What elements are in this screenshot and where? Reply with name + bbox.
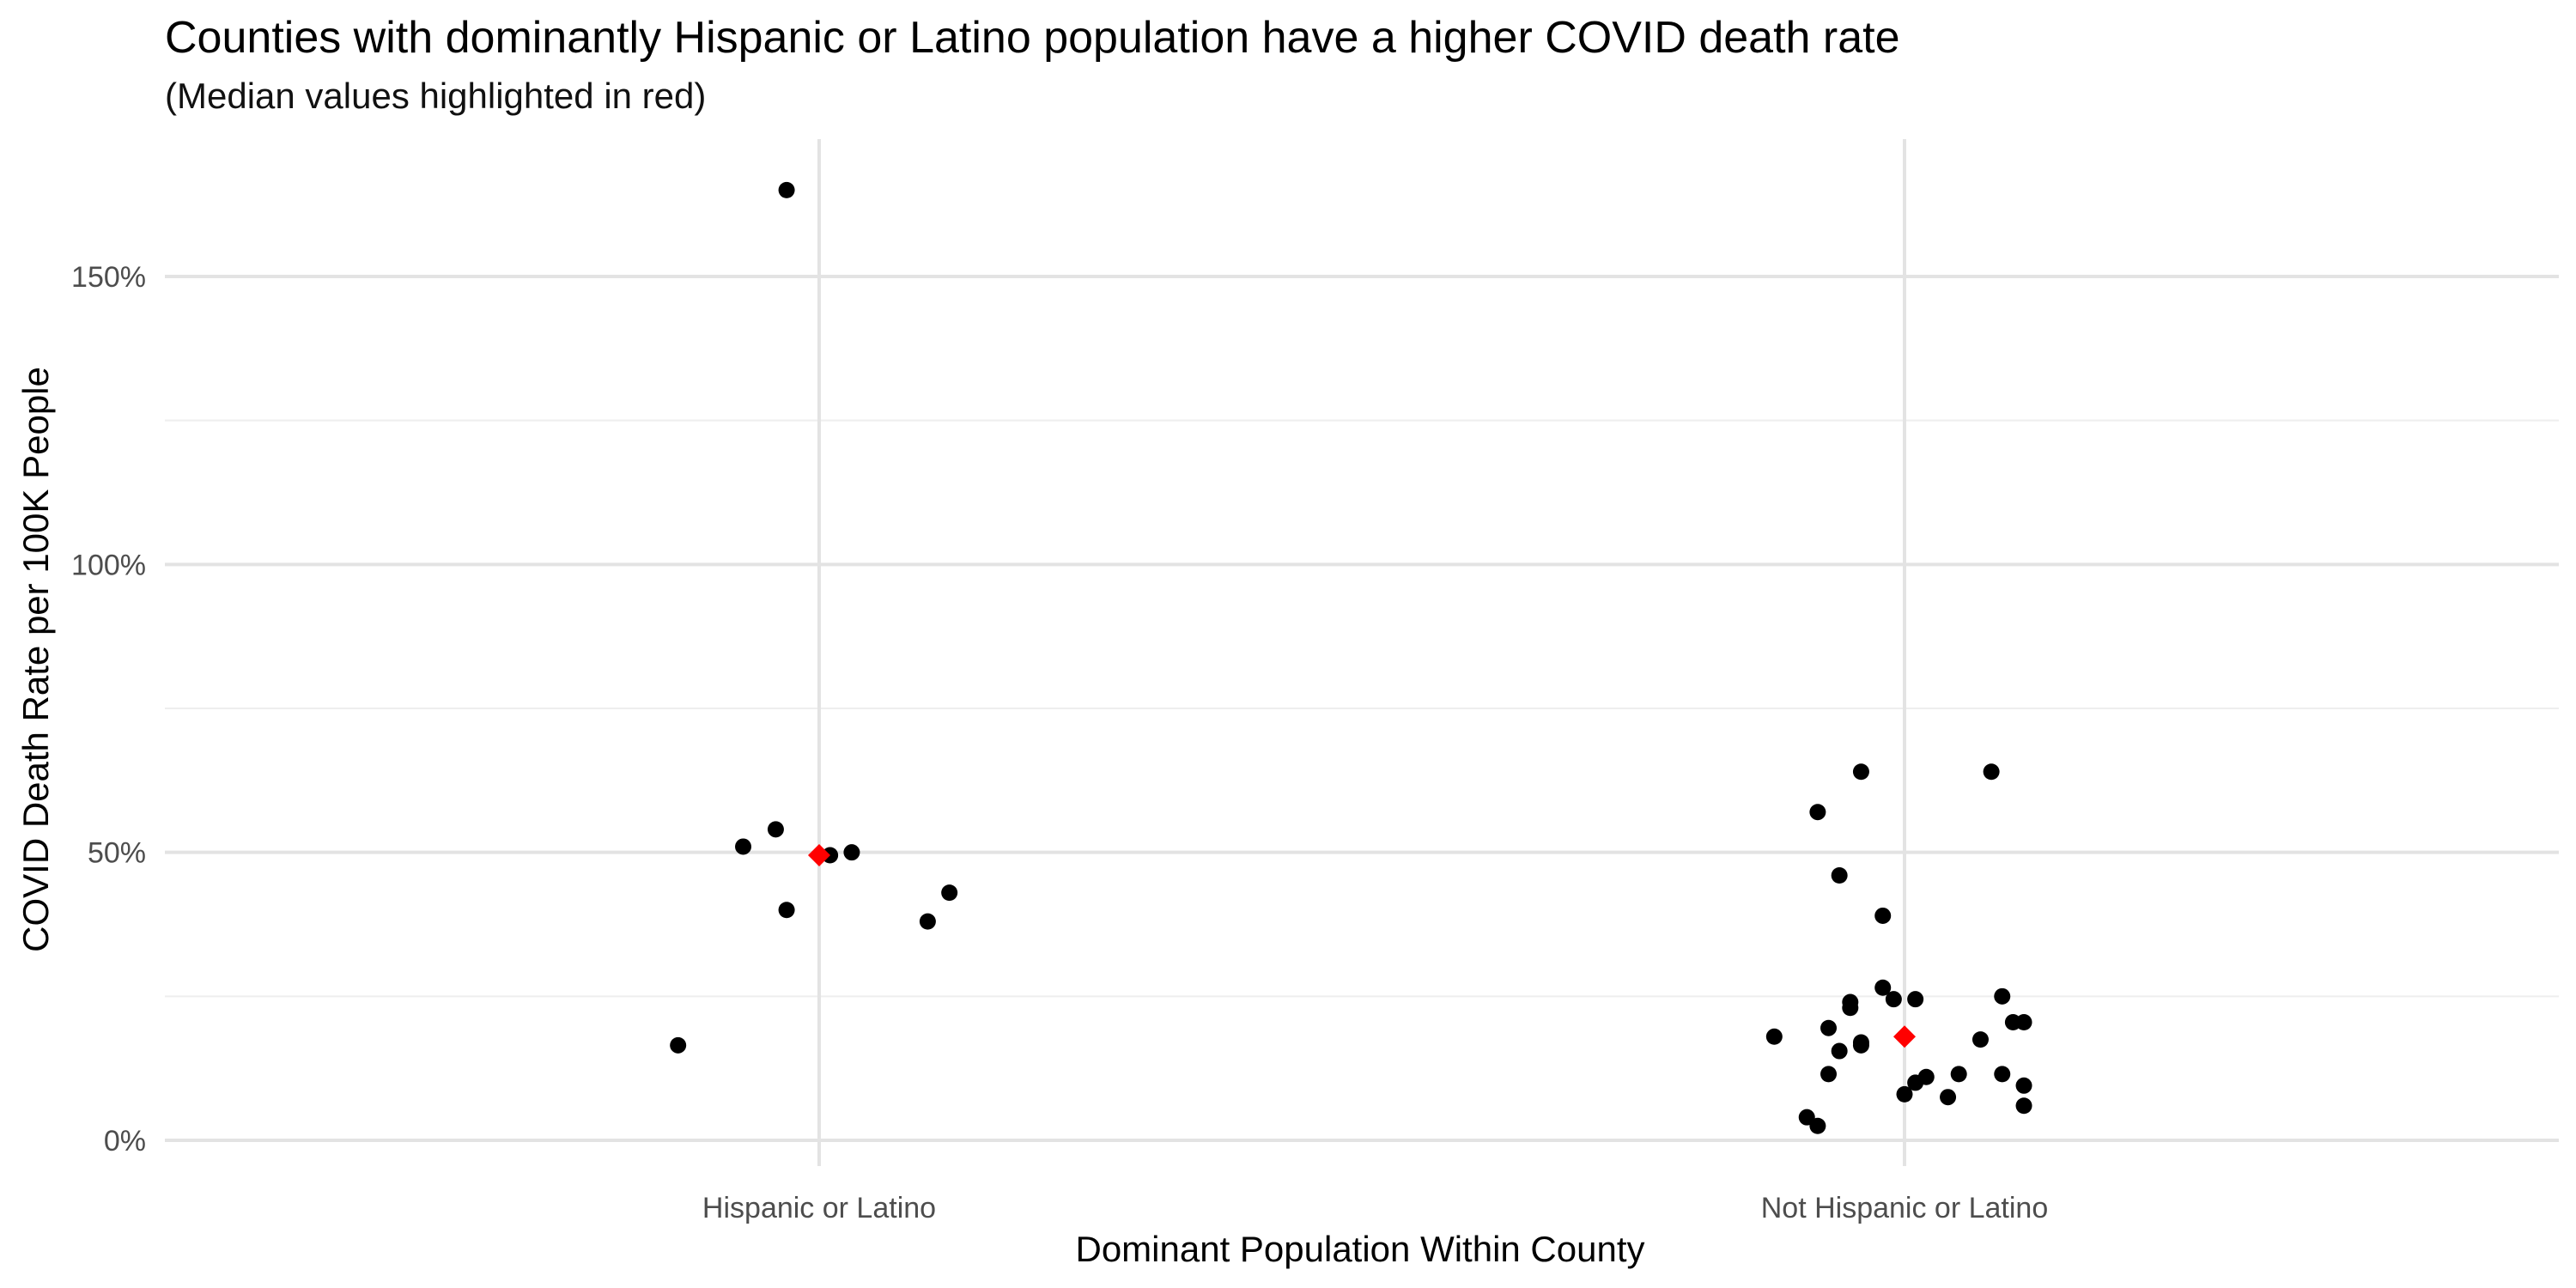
chart-subtitle: (Median values highlighted in red) [165, 76, 707, 116]
data-point [1950, 1066, 1967, 1083]
x-tick-label: Hispanic or Latino [702, 1192, 936, 1224]
data-point [1820, 1066, 1838, 1083]
data-point [1874, 979, 1892, 996]
data-point [670, 1036, 687, 1054]
data-point [1809, 804, 1826, 821]
data-point [1896, 1085, 1913, 1103]
data-point [1809, 1117, 1826, 1134]
data-point [1907, 1074, 1924, 1091]
data-point [778, 181, 795, 198]
data-point [1852, 1036, 1869, 1054]
data-points [670, 181, 2032, 1134]
data-point [778, 902, 795, 919]
tick-labels: 0% 50% 100% 150% Hispanic or Latino Not Hispa… [71, 261, 2048, 1224]
median-marker [1893, 1025, 1916, 1048]
data-point [2015, 1077, 2032, 1094]
data-point [1994, 987, 2011, 1005]
data-point [767, 821, 784, 838]
data-point [1983, 763, 2000, 781]
data-point [1831, 866, 1848, 884]
data-point [843, 844, 860, 861]
data-point [2015, 1014, 2032, 1031]
data-point [1994, 1066, 2011, 1083]
data-point [1831, 1042, 1848, 1060]
data-point [1798, 1109, 1815, 1126]
data-point [1907, 991, 1924, 1008]
data-point [1874, 907, 1892, 924]
x-tick-label: Not Hispanic or Latino [1761, 1192, 2049, 1224]
y-axis-title: COVID Death Rate per 100K People [15, 367, 56, 952]
data-point [2015, 1097, 2032, 1115]
data-point [1940, 1089, 1957, 1106]
median-marker [808, 844, 830, 867]
data-point [941, 884, 958, 902]
y-tick-label: 150% [71, 261, 146, 294]
y-tick-label: 0% [104, 1125, 146, 1157]
data-point [1765, 1028, 1783, 1045]
median-markers [808, 844, 1916, 1048]
data-point [1820, 1019, 1838, 1036]
data-point [1971, 1031, 1989, 1048]
data-point [1885, 991, 1902, 1008]
y-tick-label: 100% [71, 549, 146, 581]
data-point [735, 838, 752, 855]
data-point [1852, 763, 1869, 781]
data-point [919, 913, 936, 930]
data-point [1842, 999, 1859, 1017]
y-tick-label: 50% [88, 837, 146, 870]
chart-title: Counties with dominantly Hispanic or Lat… [165, 13, 1900, 63]
x-axis-title: Dominant Population Within County [1075, 1229, 1644, 1269]
grid-layer [165, 139, 2559, 1166]
